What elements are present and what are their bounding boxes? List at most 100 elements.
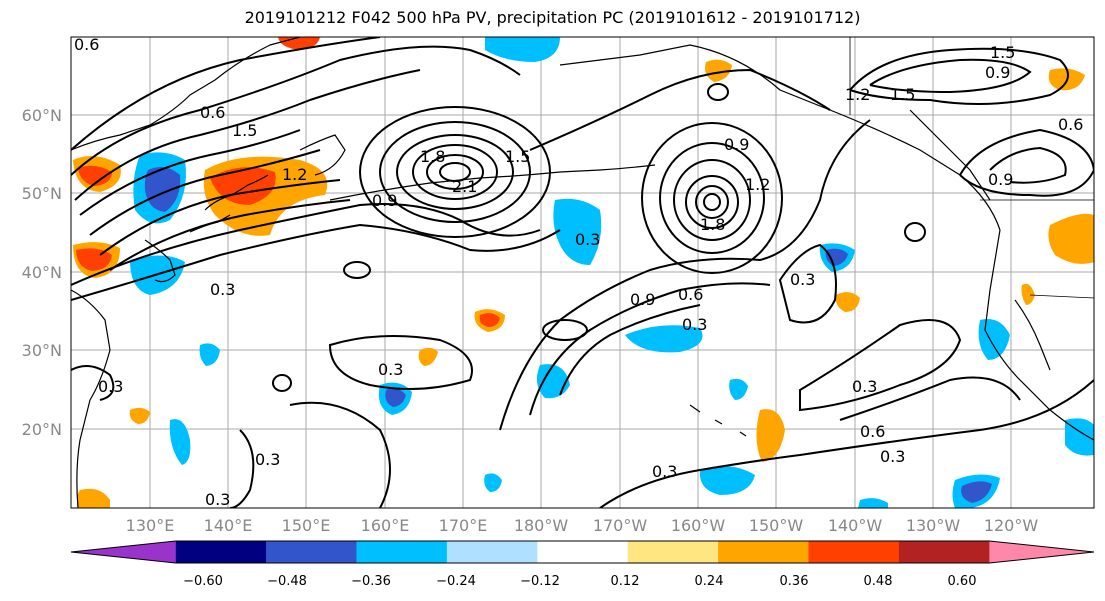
lat-label: 40°N (22, 263, 62, 282)
contour-label: 1.5 (505, 147, 530, 166)
lat-label: 20°N (22, 420, 62, 439)
colorbar-segment (627, 541, 719, 563)
contour-label: 0.3 (98, 377, 123, 396)
lon-label: 120°W (984, 516, 1039, 535)
precip-pos-13 (76, 488, 110, 508)
lon-label: 140°E (204, 516, 253, 535)
coast-baja (1014, 299, 1051, 371)
contour-0p3-east (799, 319, 962, 412)
contour-label: 0.9 (988, 170, 1013, 189)
lat-label: 30°N (22, 341, 62, 360)
contour-label: 0.3 (255, 450, 280, 469)
contour-trough-1 (499, 119, 871, 431)
precip-neg-13 (1065, 418, 1094, 456)
contour-jet-4 (89, 149, 321, 236)
precip-neg-4 (553, 198, 602, 265)
contour-label: 1.5 (890, 85, 915, 104)
low2-ring4 (685, 175, 739, 229)
precip-neg-1b (144, 166, 181, 212)
coast-korea (144, 239, 176, 283)
low2-ring3 (673, 159, 751, 241)
low1-ring1 (359, 106, 551, 238)
colorbar-extend-high (989, 541, 1094, 563)
lon-label: 130°W (906, 516, 961, 535)
colorbar-tick-label: −0.12 (520, 574, 560, 589)
low2-ring6 (703, 193, 721, 211)
precip-shading (73, 37, 1094, 508)
lon-label: 130°E (126, 516, 175, 535)
contour-label: 0.9 (724, 135, 749, 154)
contour-label: 0.9 (985, 63, 1010, 82)
colorbar-segment (356, 541, 448, 563)
border-us-mexico (1029, 294, 1094, 299)
contour-label: 1.8 (700, 215, 725, 234)
colorbar-tick-label: −0.36 (351, 574, 391, 589)
contour-label: 0.3 (852, 377, 877, 396)
contour-label: 0.3 (682, 315, 707, 334)
precip-neg-2 (485, 37, 560, 62)
precip-pos-1b (78, 165, 112, 186)
contour-label: 0.3 (652, 462, 677, 481)
low1-ring5 (426, 154, 484, 190)
hawaii-islands (689, 404, 747, 437)
contour-west-low-2 (229, 429, 255, 508)
lon-label: 160°E (361, 516, 410, 535)
low1-ring3 (396, 134, 514, 210)
contour-label: 2.1 (452, 177, 477, 196)
contour-label: 0.3 (210, 280, 235, 299)
contour-label: 0.6 (678, 285, 703, 304)
contour-label: 0.6 (1058, 115, 1083, 134)
contour-label: 0.3 (575, 230, 600, 249)
contour-trough-3 (559, 304, 701, 396)
contour-label: 0.3 (378, 360, 403, 379)
contour-0p3-center (778, 243, 837, 324)
colorbar-segment (266, 541, 357, 563)
coast-china (71, 289, 111, 508)
contour-label: 1.8 (420, 147, 445, 166)
contour-small-1 (904, 222, 926, 242)
precip-neg-16 (484, 473, 502, 492)
colorbar-segment (808, 541, 900, 563)
precip-neg-9b (385, 388, 406, 407)
lon-label: 140°W (828, 516, 883, 535)
coast-namerica (984, 229, 1094, 441)
lon-label: 170°E (439, 516, 488, 535)
contour-label: 0.9 (372, 191, 397, 210)
contour-0p6-east (839, 376, 1021, 421)
lon-labels: 130°E 140°E 150°E 160°E 170°E 180°W 170°… (126, 516, 1039, 535)
precip-neg-11 (699, 466, 755, 495)
map-title: 2019101212 F042 500 hPa PV, precipitatio… (244, 8, 861, 27)
colorbar-segment (718, 541, 810, 563)
precip-neg-6 (625, 325, 703, 353)
contour-0p6-north (71, 37, 381, 151)
lon-label: 160°W (671, 516, 726, 535)
contour-label: 0.6 (200, 103, 225, 122)
colorbar-segment (537, 541, 629, 563)
precip-pos-11 (129, 407, 150, 424)
contour-label: 1.5 (232, 121, 257, 140)
colorbar-tick-label: 0.60 (948, 574, 977, 589)
contour-label: 0.3 (880, 447, 905, 466)
colorbar-segment (446, 541, 538, 563)
contour-jet-1 (71, 45, 521, 176)
contour-small-trough (542, 319, 588, 341)
colorbar-segment (175, 541, 267, 563)
colorbar-tick-label: 0.36 (780, 574, 809, 589)
contour-0p3-south-3 (599, 379, 1094, 508)
colorbar-tick-label: 0.12 (611, 574, 640, 589)
precip-pos-7 (756, 409, 785, 462)
precip-neg-15 (729, 378, 748, 400)
contour-0p3-south-1 (328, 335, 473, 390)
colorbar-tick-label: 0.24 (695, 574, 724, 589)
low1-ring2 (379, 121, 531, 223)
contour-label: 1.2 (745, 175, 770, 194)
lon-label: 150°E (282, 516, 331, 535)
coast-aleutians (329, 164, 656, 201)
low2-ring1 (641, 122, 783, 274)
coast-alaska (559, 44, 1001, 231)
precip-pos-9 (705, 59, 732, 82)
precip-neg-17 (858, 498, 888, 508)
precip-pos-14 (1021, 283, 1035, 305)
coast-bc (909, 109, 991, 201)
